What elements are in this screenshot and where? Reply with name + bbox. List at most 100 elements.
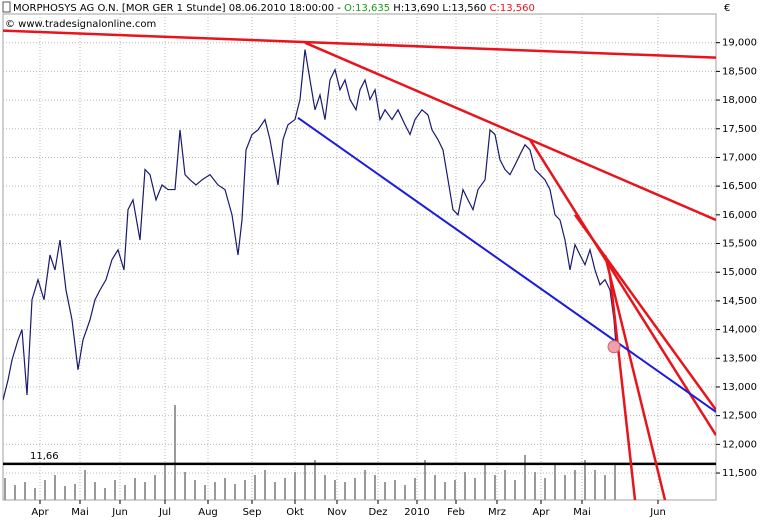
volume-bar	[254, 475, 256, 500]
watermark: © www.tradesignalonline.com	[5, 19, 156, 30]
instrument: MORPHOSYS AG O.N. [MOR GER 1 Stunde] 08.…	[13, 3, 341, 14]
volume-bar	[324, 475, 326, 500]
volume-bar	[354, 478, 356, 500]
volume-bar	[274, 482, 276, 500]
volume-bar	[264, 470, 266, 500]
volume-bar	[184, 472, 186, 500]
volume-bar	[504, 470, 506, 500]
trend-line	[529, 138, 716, 222]
trend-line	[304, 41, 531, 141]
volume-bar	[514, 480, 516, 500]
volume-bar	[24, 482, 26, 500]
x-tick-label: Dez	[368, 507, 387, 518]
y-unit: €	[724, 3, 730, 14]
trend-line	[603, 254, 667, 500]
volume-bar	[64, 486, 66, 500]
volume-bar	[614, 465, 616, 500]
header-icon	[2, 1, 11, 13]
x-tick-label: Mrz	[488, 507, 506, 518]
volume-bar	[124, 485, 126, 500]
x-tick-label: Okt	[286, 507, 304, 518]
header-instrument: MORPHOSYS AG O.N. [MOR GER 1 Stunde] 08.…	[13, 3, 535, 14]
volume-bar	[154, 475, 156, 500]
volume-bar	[314, 460, 316, 500]
trend-line	[608, 274, 637, 500]
volume-bar	[374, 475, 376, 500]
volume-bar	[74, 484, 76, 500]
volume-bar	[474, 478, 476, 500]
y-tick-label: 11,500	[722, 468, 757, 479]
volume-bar	[4, 478, 6, 500]
x-tick-label: Apr	[532, 507, 550, 518]
volume-bar	[554, 465, 556, 500]
high: H:13,690	[393, 3, 439, 14]
volume-bar	[94, 482, 96, 500]
volume-bar	[174, 405, 176, 500]
open: O:13,635	[344, 3, 390, 14]
volume-bar	[294, 472, 296, 500]
y-tick-label: 14,500	[722, 296, 757, 307]
volume-bar	[584, 460, 586, 500]
price-line	[3, 49, 617, 401]
volume-bar	[604, 475, 606, 500]
x-tick-label: 2010	[404, 507, 429, 518]
volume-bar	[304, 465, 306, 500]
volume-bar	[594, 470, 596, 500]
marker	[607, 340, 621, 354]
volume-bar	[364, 470, 366, 500]
y-tick-label: 18,000	[722, 95, 757, 106]
y-tick-label: 17,000	[722, 152, 757, 163]
volume-bar	[164, 465, 166, 500]
y-tick-label: 15,000	[722, 267, 757, 278]
close: C:13,560	[490, 3, 535, 14]
plot-area	[2, 13, 717, 501]
volume-bar	[244, 480, 246, 500]
volume-bar	[234, 484, 236, 500]
volume-bar	[484, 465, 486, 500]
volume-bar	[44, 480, 46, 500]
volume-bar	[214, 482, 216, 500]
volume-bar	[434, 475, 436, 500]
volume-bar	[344, 482, 346, 500]
volume-bar	[114, 480, 116, 500]
x-tick-label: Sep	[243, 507, 262, 518]
y-tick-label: 14,000	[722, 325, 757, 336]
horizontal-line-label: 11,66	[30, 451, 59, 462]
y-tick-label: 19,000	[722, 38, 757, 49]
x-tick-label: Nov	[327, 507, 347, 518]
volume-bar	[194, 480, 196, 500]
y-tick-label: 16,500	[722, 181, 757, 192]
volume-bar	[404, 485, 406, 500]
x-tick-label: Jun	[111, 507, 128, 518]
x-tick-label: Feb	[447, 507, 465, 518]
y-tick-label: 12,500	[722, 411, 757, 422]
volume-bar	[54, 475, 56, 500]
volume-bar	[464, 472, 466, 500]
trend-line	[3, 29, 716, 59]
plot-layer	[3, 14, 716, 500]
y-tick-label: 13,500	[722, 353, 757, 364]
volume-bar	[284, 478, 286, 500]
volume-bar	[104, 488, 106, 500]
trend-line	[528, 138, 716, 436]
y-tick-label: 13,000	[722, 382, 757, 393]
volume-bar	[564, 475, 566, 500]
volume-bar	[454, 480, 456, 500]
volume-bar	[494, 475, 496, 500]
volume-bar	[524, 455, 526, 500]
y-tick-label: 18,500	[722, 66, 757, 77]
x-tick-label: Mai	[71, 507, 89, 518]
y-tick-label: 15,500	[722, 239, 757, 250]
volume-bar	[334, 480, 336, 500]
volume-bar	[224, 478, 226, 500]
x-tick-label: Apr	[31, 507, 49, 518]
low: L:13,560	[442, 3, 486, 14]
volume-bar	[84, 470, 86, 500]
x-tick-label: Jun	[649, 507, 666, 518]
trend-line	[297, 117, 716, 413]
x-tick-label: Aug	[198, 507, 218, 518]
volume-bar	[424, 460, 426, 500]
volume-bar	[534, 472, 536, 500]
y-tick-label: 12,000	[722, 439, 757, 450]
